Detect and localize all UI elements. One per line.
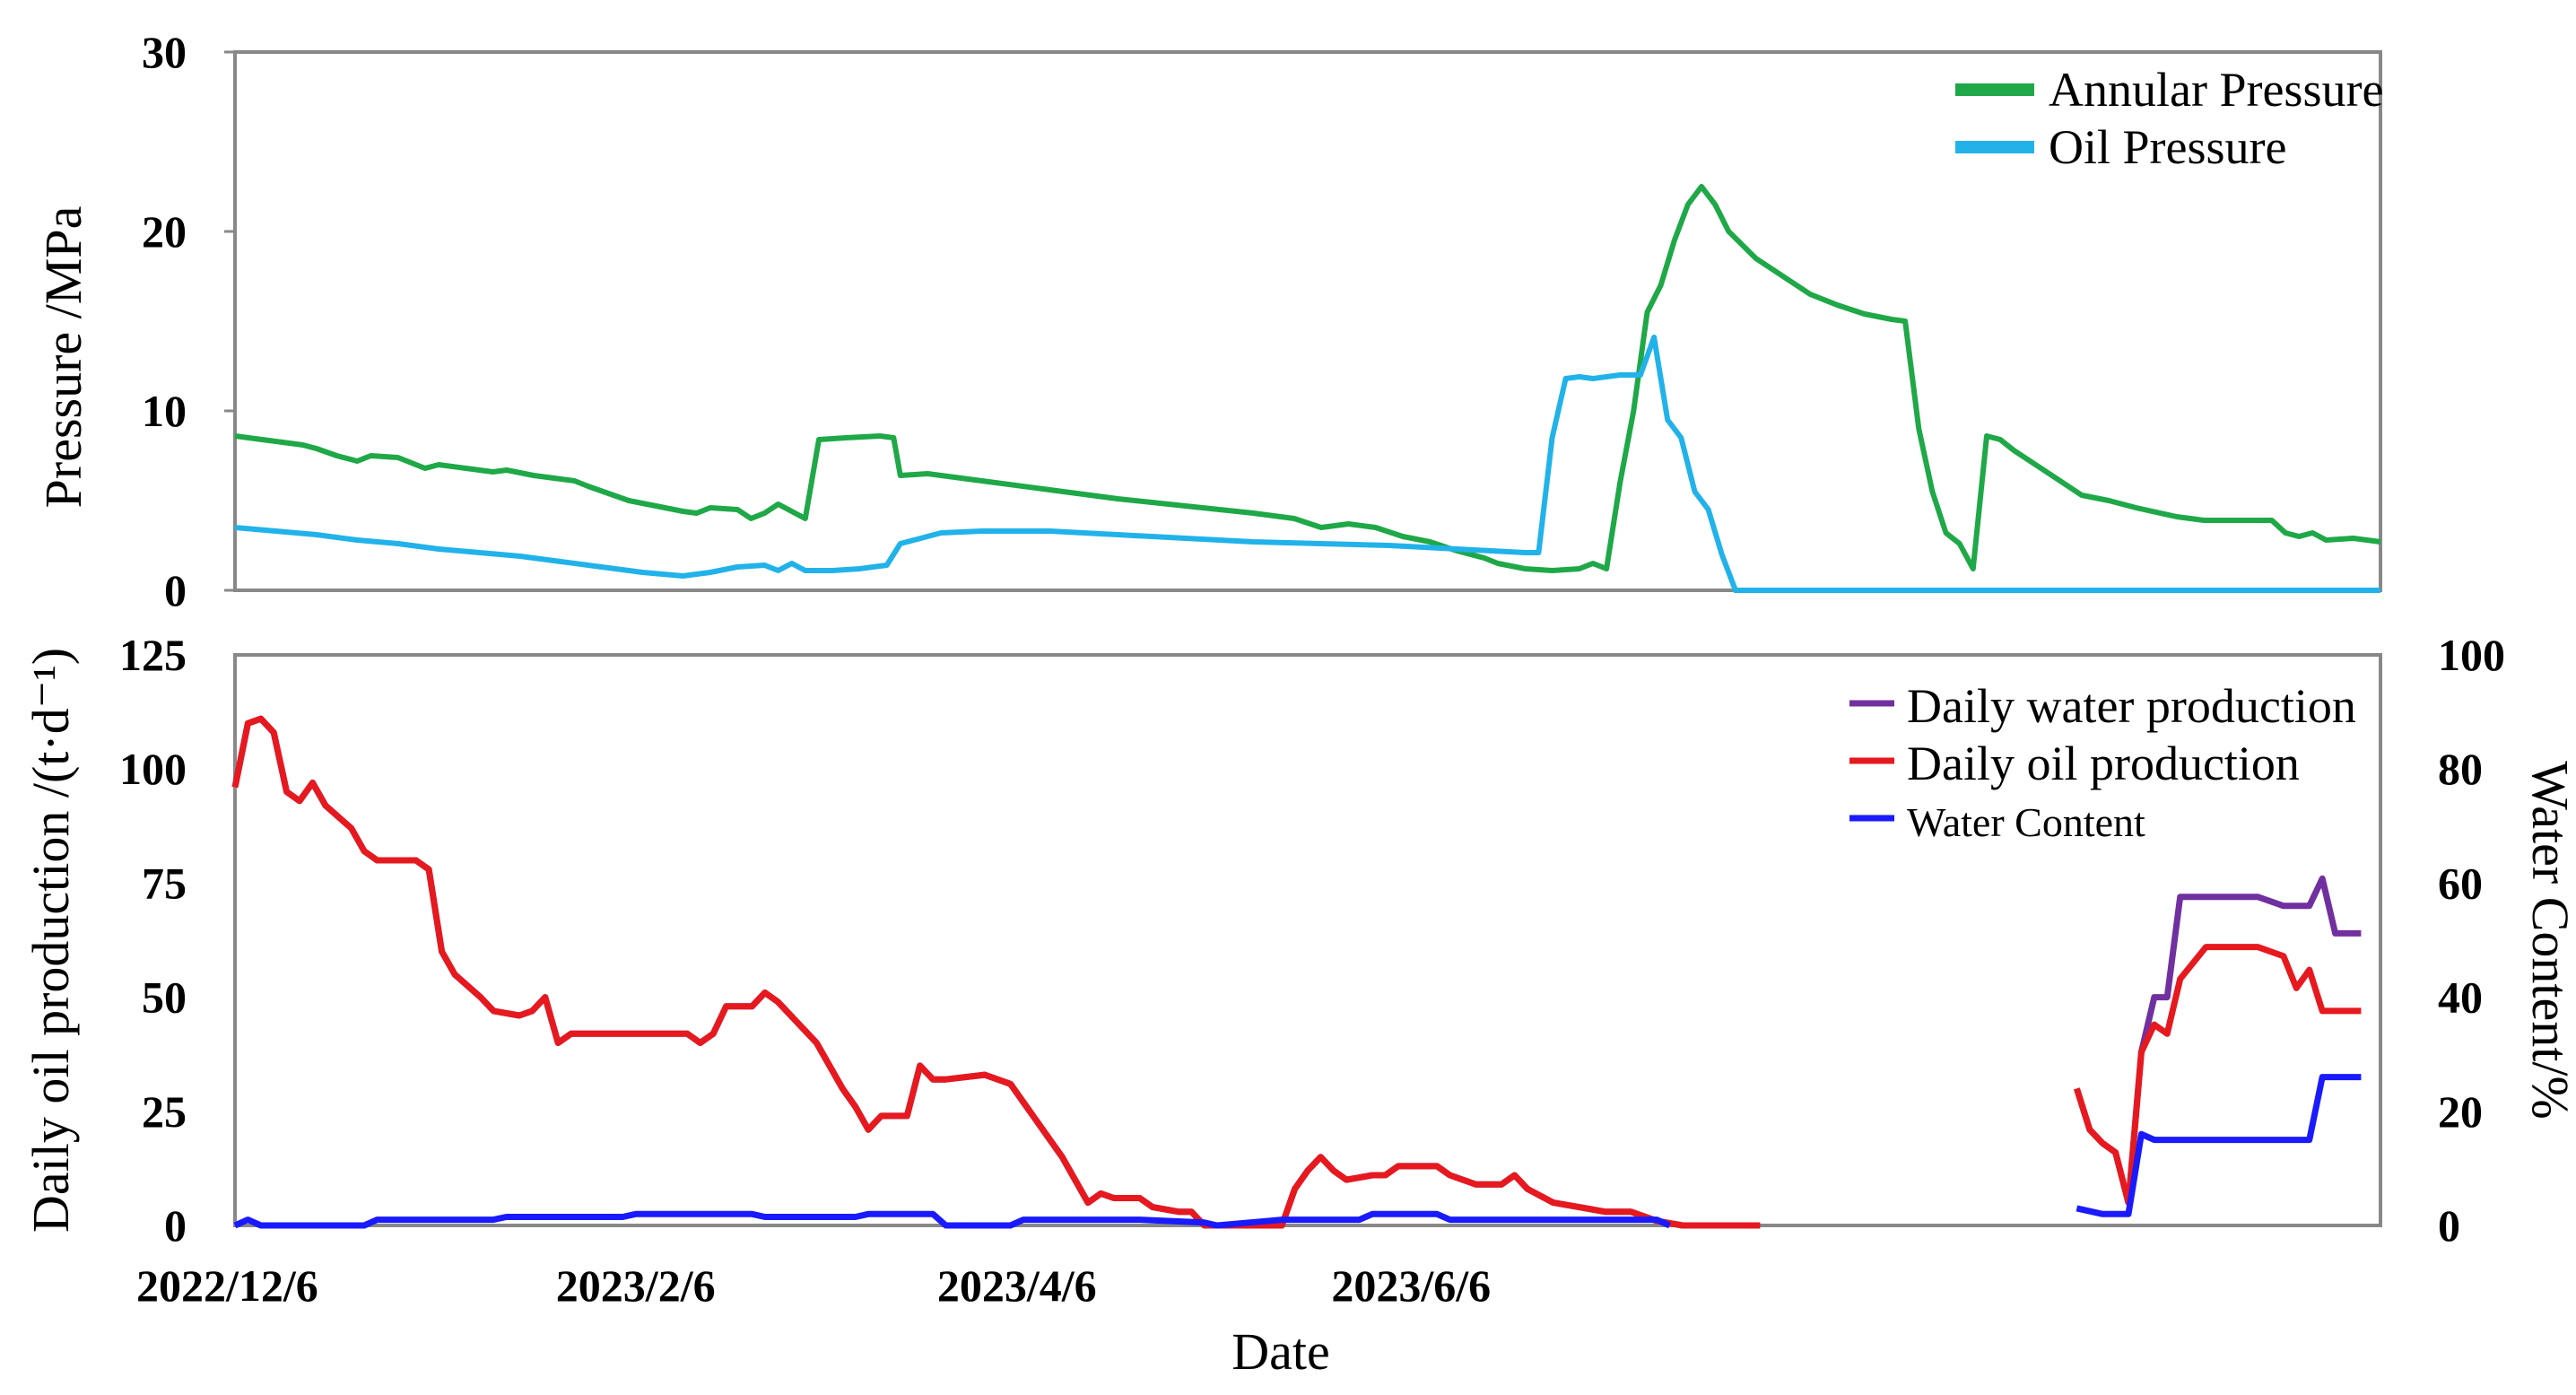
production-plot-frame <box>233 653 2382 1227</box>
pressure-y-tick-10: 10 <box>142 386 187 436</box>
water-content-y-ticks: 0 20 40 60 80 100 <box>2438 630 2505 1251</box>
legend-label-annular-pressure: Annular Pressure <box>2049 63 2383 117</box>
legend-label-oil-pressure: Oil Pressure <box>2049 120 2286 174</box>
series-line-oil-pressure <box>234 335 2380 593</box>
production-x-ticks: 2022/12/6 2023/2/6 2023/4/6 2023/6/6 <box>136 1260 1491 1311</box>
water-content-y-tick-100: 100 <box>2438 630 2505 680</box>
production-y-tick-0: 0 <box>164 1200 187 1251</box>
water-content-y-tick-60: 60 <box>2438 858 2483 908</box>
water-content-y-tick-0: 0 <box>2438 1200 2460 1251</box>
production-y-tick-25: 25 <box>142 1086 187 1137</box>
water-content-y-tick-20: 20 <box>2438 1086 2483 1137</box>
water-content-y-tick-80: 80 <box>2438 744 2483 794</box>
production-y-tick-50: 50 <box>142 972 187 1023</box>
series-line-daily-water-production-seg-0 <box>231 715 1761 1229</box>
pressure-y-ticks: 0 10 20 30 <box>142 27 235 615</box>
pressure-plot-frame <box>233 50 2382 592</box>
pressure-y-tick-30: 30 <box>142 27 187 77</box>
pressure-chart: 0 10 20 30 Pressure /MPa Annular Pressure O… <box>34 27 2383 615</box>
pressure-y-tick-20: 20 <box>142 206 187 257</box>
series-line-daily-water-production-seg-1 <box>2074 875 2362 1207</box>
series-line-water-content-seg-0 <box>233 1210 1671 1229</box>
production-y-axis-label: Daily oil production /(t·d⁻¹) <box>22 648 80 1233</box>
x-tick-2022-12-6: 2022/12/6 <box>136 1260 318 1311</box>
water-content-y-tick-40: 40 <box>2438 972 2483 1023</box>
series-line-water-content-seg-1 <box>2076 1074 2362 1217</box>
legend-label-daily-oil-production: Daily oil production <box>1907 737 2300 790</box>
production-y-tick-100: 100 <box>119 744 187 794</box>
production-y-ticks: 0 25 50 75 100 125 <box>119 630 187 1251</box>
water-content-y-axis-label: Water Content/% <box>2521 761 2576 1120</box>
series-line-annular-pressure <box>234 184 2381 573</box>
x-tick-2023-2-6: 2023/2/6 <box>556 1260 716 1311</box>
production-chart: 0 25 50 75 100 125 0 20 40 60 80 100 2022/12/6 2023… <box>22 630 2576 1381</box>
x-tick-2023-4-6: 2023/4/6 <box>937 1260 1097 1311</box>
production-y-tick-75: 75 <box>142 858 187 908</box>
series-line-daily-oil-production-seg-1 <box>2074 944 2362 1207</box>
pressure-y-axis-label: Pressure /MPa <box>34 206 92 509</box>
pressure-y-tick-0: 0 <box>164 565 187 615</box>
legend-label-water-content: Water Content <box>1907 799 2145 845</box>
x-axis-label: Date <box>1231 1322 1330 1381</box>
production-y-tick-125: 125 <box>119 630 187 680</box>
series-line-daily-oil-production-seg-0 <box>231 715 1761 1229</box>
x-tick-2023-6-6: 2023/6/6 <box>1331 1260 1491 1311</box>
production-legend: Daily water production Daily oil product… <box>1849 679 2356 845</box>
production-lines <box>231 715 2362 1229</box>
pressure-legend: Annular Pressure Oil Pressure <box>1955 63 2383 174</box>
pressure-lines <box>234 184 2381 593</box>
legend-label-daily-water-production: Daily water production <box>1907 679 2356 733</box>
